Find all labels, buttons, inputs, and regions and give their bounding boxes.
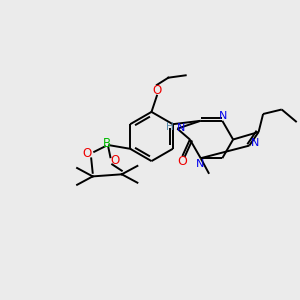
Text: O: O [178, 154, 187, 168]
Text: O: O [82, 147, 91, 160]
Text: H: H [166, 122, 174, 132]
Text: N: N [177, 123, 185, 133]
Text: N: N [251, 138, 259, 148]
Text: N: N [218, 111, 227, 121]
Text: B: B [103, 137, 111, 150]
Text: O: O [111, 154, 120, 167]
Text: O: O [152, 84, 161, 97]
Text: N: N [196, 159, 204, 169]
